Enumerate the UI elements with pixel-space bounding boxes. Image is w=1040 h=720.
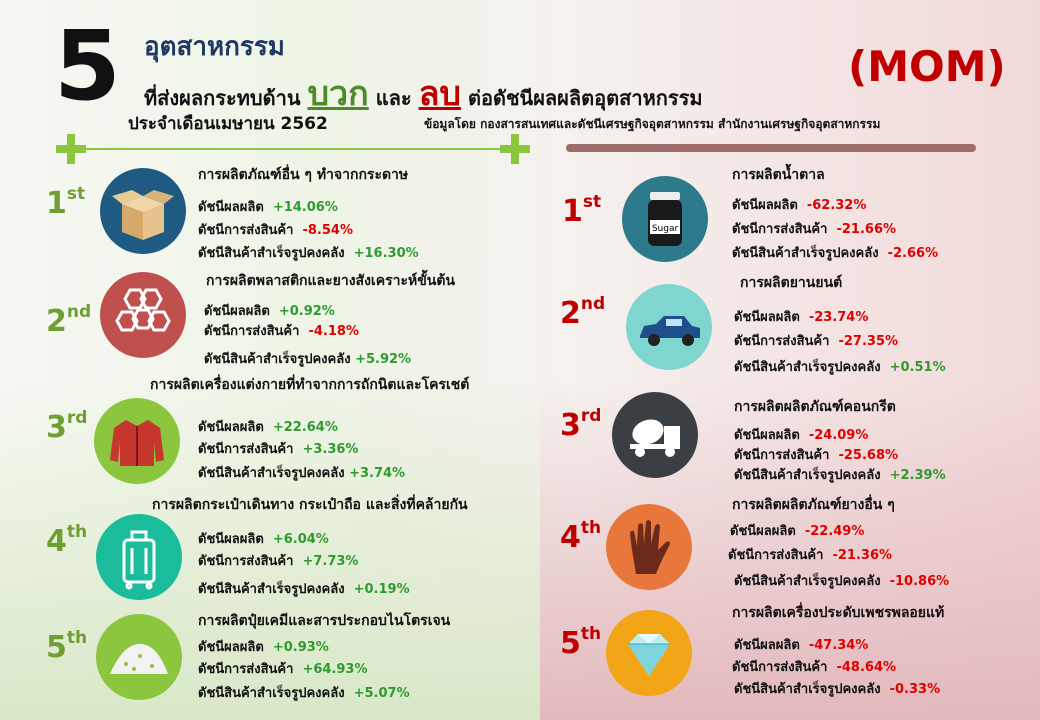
positive-3-line-3: ดัชนีสินค้าสำเร็จรูปคงคลัง +3.74% bbox=[198, 466, 406, 481]
positive-5-line-1: ดัชนีผลผลิต +0.93% bbox=[198, 640, 329, 655]
negative-category-5: การผลิตเครื่องประดับเพชรพลอยแท้ bbox=[732, 605, 945, 621]
mom-label: (MOM) bbox=[848, 42, 1006, 91]
positive-5-line-2: ดัชนีการส่งสินค้า +64.93% bbox=[198, 662, 368, 677]
positive-4-line-2: ดัชนีการส่งสินค้า +7.73% bbox=[198, 554, 359, 569]
negative-1-line-2: ดัชนีการส่งสินค้า -21.66% bbox=[732, 222, 897, 237]
negative-3-line-1: ดัชนีผลผลิต -24.09% bbox=[734, 428, 869, 443]
negative-5-line-3: ดัชนีสินค้าสำเร็จรูปคงคลัง -0.33% bbox=[734, 682, 941, 697]
plus-left-icon bbox=[56, 134, 86, 164]
jacket-icon bbox=[94, 398, 180, 484]
negative-category-1: การผลิตน้ำตาล bbox=[732, 167, 825, 183]
positive-1-line-3: ดัชนีสินค้าสำเร็จรูปคงคลัง +16.30% bbox=[198, 246, 419, 261]
title-pre: ที่ส่งผลกระทบด้าน bbox=[144, 86, 301, 110]
positive-rank-3: 3rd bbox=[46, 408, 88, 445]
negative-rank-5: 5th bbox=[560, 624, 602, 661]
big-number: 5 bbox=[54, 10, 121, 122]
title-line1: อุตสาหกรรม bbox=[144, 32, 285, 62]
negative-2-line-1: ดัชนีผลผลิต -23.74% bbox=[734, 310, 869, 325]
positive-2-line-1: ดัชนีผลผลิต +0.92% bbox=[204, 304, 335, 319]
negative-5-line-1: ดัชนีผลผลิต -47.34% bbox=[734, 638, 869, 653]
positive-category-2: การผลิตพลาสติกและยางสังเคราะห์ขั้นต้น bbox=[206, 273, 455, 289]
box-icon bbox=[100, 168, 186, 254]
hexagon-molecule-icon bbox=[100, 272, 186, 358]
negative-category-2: การผลิตยานยนต์ bbox=[740, 275, 843, 291]
positive-3-line-1: ดัชนีผลผลิต +22.64% bbox=[198, 420, 338, 435]
luggage-icon bbox=[96, 514, 182, 600]
positive-4-line-3: ดัชนีสินค้าสำเร็จรูปคงคลัง +0.19% bbox=[198, 582, 410, 597]
title-line2: ที่ส่งผลกระทบด้าน บวก และ ลบ ต่อดัชนีผลผ… bbox=[144, 66, 703, 120]
negative-5-line-2: ดัชนีการส่งสินค้า -48.64% bbox=[732, 660, 897, 675]
negative-4-line-1: ดัชนีผลผลิต -22.49% bbox=[730, 524, 865, 539]
plus-right-icon bbox=[500, 134, 530, 164]
negative-word: ลบ bbox=[418, 74, 461, 114]
negative-2-line-2: ดัชนีการส่งสินค้า -27.35% bbox=[734, 334, 899, 349]
positive-rank-4: 4th bbox=[46, 522, 88, 559]
positive-divider bbox=[86, 148, 501, 150]
positive-rank-2: 2nd bbox=[46, 302, 92, 339]
fertilizer-pile-icon bbox=[96, 614, 182, 700]
positive-word: บวก bbox=[307, 74, 369, 114]
and-word: และ bbox=[375, 86, 412, 110]
negative-category-3: การผลิตผลิตภัณฑ์คอนกรีต bbox=[734, 399, 896, 415]
positive-category-5: การผลิตปุ๋ยเคมีและสารประกอบไนโตรเจน bbox=[198, 613, 451, 629]
negative-2-line-3: ดัชนีสินค้าสำเร็จรูปคงคลัง +0.51% bbox=[734, 360, 946, 375]
positive-rank-5: 5th bbox=[46, 628, 88, 665]
positive-1-line-1: ดัชนีผลผลิต +14.06% bbox=[198, 200, 338, 215]
cement-truck-icon bbox=[612, 392, 698, 478]
positive-rank-1: 1st bbox=[46, 184, 86, 221]
positive-category-3: การผลิตเครื่องแต่งกายที่ทำจากการถักนิตแล… bbox=[150, 377, 470, 393]
negative-1-line-1: ดัชนีผลผลิต -62.32% bbox=[732, 198, 867, 213]
minus-bar-icon bbox=[566, 144, 976, 152]
negative-4-line-2: ดัชนีการส่งสินค้า -21.36% bbox=[728, 548, 893, 563]
negative-category-4: การผลิตผลิตภัณฑ์ยางอื่น ๆ bbox=[732, 497, 895, 513]
sugar-jar-icon: Sugar bbox=[622, 176, 708, 262]
negative-3-line-3: ดัชนีสินค้าสำเร็จรูปคงคลัง +2.39% bbox=[734, 468, 946, 483]
source-label: ข้อมูลโดย กองสารสนเทศและดัชนีเศรษฐกิจอุต… bbox=[424, 117, 881, 131]
negative-rank-4: 4th bbox=[560, 518, 602, 555]
negative-3-line-2: ดัชนีการส่งสินค้า -25.68% bbox=[734, 448, 899, 463]
month-label: ประจำเดือนเมษายน 2562 bbox=[128, 114, 328, 134]
title-post: ต่อดัชนีผลผลิตอุตสาหกรรม bbox=[467, 86, 703, 110]
negative-4-line-3: ดัชนีสินค้าสำเร็จรูปคงคลัง -10.86% bbox=[734, 574, 950, 589]
diamond-icon bbox=[606, 610, 692, 696]
negative-rank-1: 1st bbox=[562, 192, 602, 229]
positive-category-1: การผลิตภัณฑ์อื่น ๆ ทำจากกระดาษ bbox=[198, 167, 409, 183]
negative-rank-2: 2nd bbox=[560, 294, 606, 331]
car-icon bbox=[626, 284, 712, 370]
positive-3-line-2: ดัชนีการส่งสินค้า +3.36% bbox=[198, 442, 359, 457]
positive-1-line-2: ดัชนีการส่งสินค้า -8.54% bbox=[198, 223, 353, 238]
svg-text:Sugar: Sugar bbox=[652, 224, 679, 234]
positive-5-line-3: ดัชนีสินค้าสำเร็จรูปคงคลัง +5.07% bbox=[198, 686, 410, 701]
positive-category-4: การผลิตกระเป๋าเดินทาง กระเป๋าถือ และสิ่ง… bbox=[152, 497, 468, 513]
negative-rank-3: 3rd bbox=[560, 406, 602, 443]
positive-2-line-2: ดัชนีการส่งสินค้า -4.18% bbox=[204, 324, 359, 339]
rubber-glove-icon bbox=[606, 504, 692, 590]
negative-1-line-3: ดัชนีสินค้าสำเร็จรูปคงคลัง -2.66% bbox=[732, 246, 939, 261]
positive-2-line-3: ดัชนีสินค้าสำเร็จรูปคงคลัง +5.92% bbox=[204, 352, 412, 367]
positive-4-line-1: ดัชนีผลผลิต +6.04% bbox=[198, 532, 329, 547]
